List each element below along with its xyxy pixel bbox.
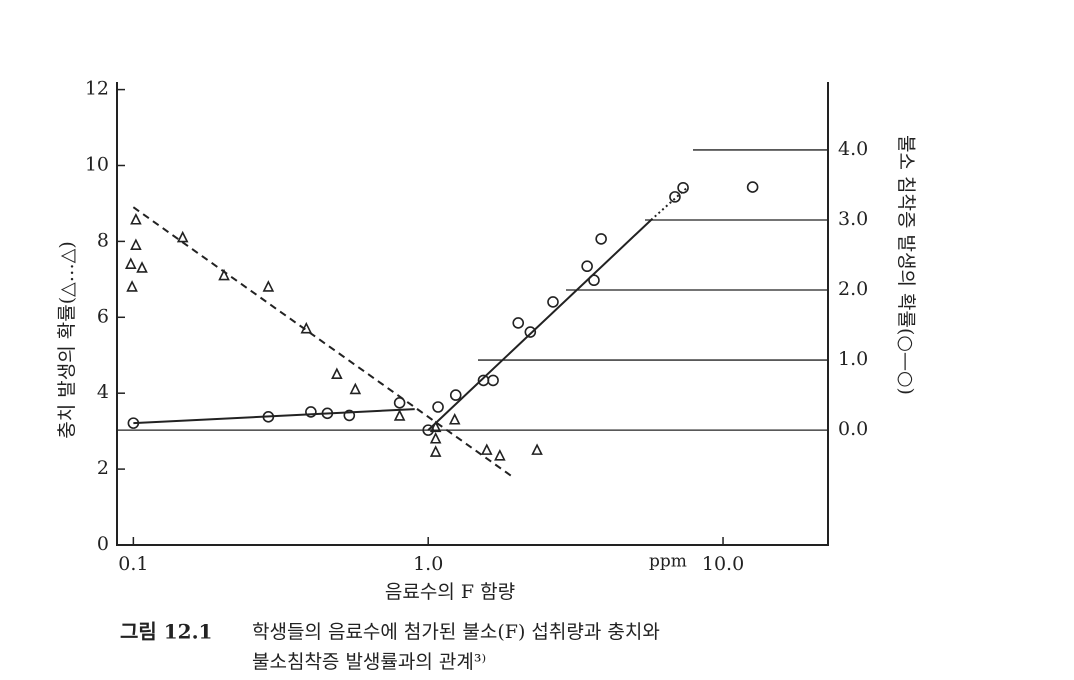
x-tick-label: 1.0: [413, 553, 443, 575]
circle-point: [677, 181, 689, 194]
y-tick-label: 2: [97, 457, 109, 479]
y-tick-label: 10: [85, 153, 109, 175]
circle-point: [746, 181, 759, 193]
y-tick-label: 6: [97, 305, 109, 327]
triangle-point: [480, 443, 493, 455]
y2-tick-label: 2.0: [838, 278, 868, 300]
triangle-point: [126, 280, 138, 292]
axis-frame: [116, 82, 829, 546]
caption-line: 학생들의 음료수에 첨가된 불소(F) 섭취량과 충치와: [252, 621, 660, 643]
circle-point: [595, 233, 607, 245]
triangle-point: [136, 261, 148, 273]
circle-point: [547, 296, 559, 308]
triangle-point: [218, 268, 230, 281]
y-tick-label: 4: [97, 381, 109, 403]
circle-point: [393, 397, 406, 409]
circle-point: [588, 274, 600, 287]
circle-point: [512, 317, 525, 329]
caption-line: 불소침착증 발생률과의 관계³⁾: [252, 651, 486, 673]
triangle-point: [130, 238, 142, 250]
y2-axis-label: 불소 침착증 발생의 확률(○—○): [895, 135, 917, 395]
y-tick-label: 0: [97, 533, 109, 555]
y-tick-label: 8: [97, 229, 109, 251]
circle-point: [343, 409, 356, 422]
triangle-point: [531, 443, 543, 455]
triangle-point: [393, 409, 406, 421]
y-tick-label: 12: [85, 78, 109, 100]
trend-line: [132, 206, 513, 478]
y2-tick-label: 1.0: [838, 348, 868, 370]
circle-point: [581, 260, 593, 273]
triangle-point: [349, 382, 362, 395]
triangle-point: [429, 445, 442, 457]
triangle-point: [124, 257, 137, 269]
y2-tick-label: 3.0: [838, 208, 868, 230]
circle-point: [449, 389, 462, 401]
circle-point: [422, 424, 435, 436]
circle-point: [669, 191, 681, 203]
x-axis-label: 음료수의 F 함량: [385, 581, 515, 603]
circle-point: [305, 406, 317, 418]
circle-point: [432, 401, 444, 413]
triangle-point: [262, 280, 275, 292]
trend-line: [427, 219, 652, 431]
y-axis-label: 충치 발생의 확률(△…△): [56, 241, 78, 439]
y2-tick-label: 4.0: [838, 138, 868, 160]
triangle-point: [494, 449, 506, 461]
triangle-point: [130, 212, 142, 225]
triangle-point: [331, 367, 343, 380]
x-tick-label: 10.0: [702, 553, 744, 575]
trend-line: [133, 408, 415, 425]
circle-point: [524, 326, 537, 338]
triangle-point: [429, 420, 442, 433]
triangle-point: [429, 431, 442, 444]
circle-point: [487, 374, 499, 387]
caption-label: 그림 12.1: [120, 620, 212, 644]
y2-tick-label: 0.0: [838, 418, 868, 440]
triangle-point: [448, 412, 461, 425]
x-unit: ppm: [649, 552, 687, 572]
x-tick-label: 0.1: [118, 553, 148, 575]
